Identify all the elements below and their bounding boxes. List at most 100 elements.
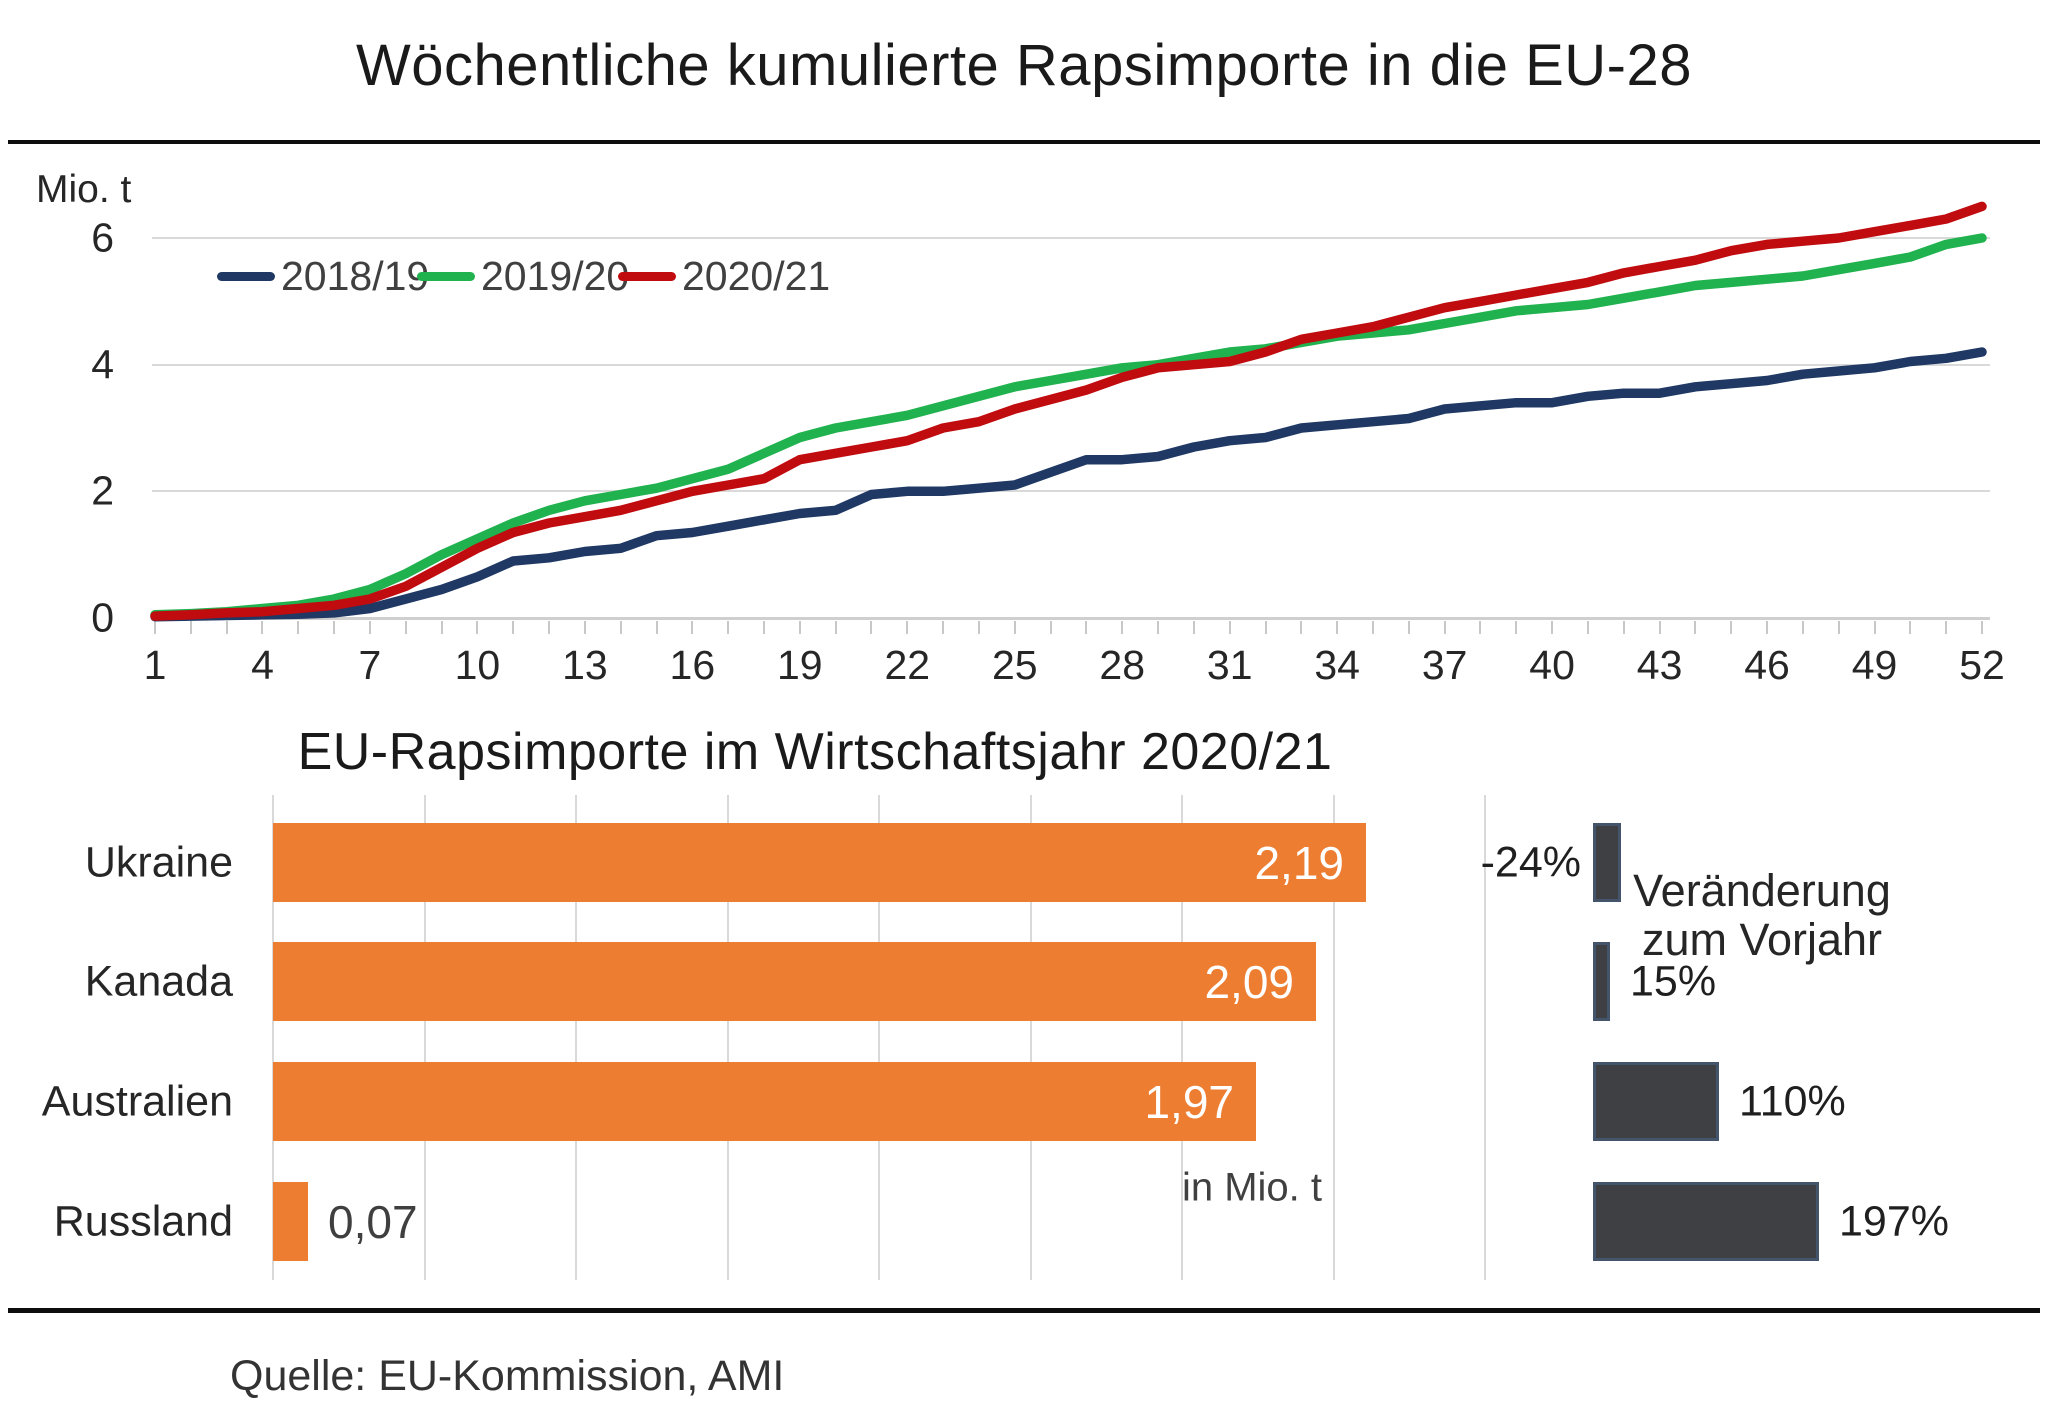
change-bar-australien [1593,1062,1719,1141]
x-tick-mark-week-10 [476,621,479,634]
gridline-x-2 [575,795,577,1280]
bottom-divider [8,1308,2040,1313]
change-bar-ukraine [1593,823,1621,902]
legend-swatch-2019-20 [417,271,475,281]
gridline-y-0 [152,617,1990,620]
x-tick-mark-week-35 [1372,621,1374,634]
gridline-x-7 [1332,795,1335,1280]
x-tick-mark-week-15 [655,621,658,634]
x-tick-mark-week-41 [1586,621,1589,634]
x-tick-mark-week-36 [1407,621,1410,634]
x-tick-label-28: 28 [1099,642,1146,688]
category-label-russland: Russland [53,1197,233,1245]
x-tick-label-4: 4 [251,642,274,688]
change-bar-russland [1593,1182,1819,1261]
gridline-x-6 [1181,795,1183,1280]
change-caption-line2: zum Vorjahr [1641,914,1883,965]
x-tick-mark-week-30 [1192,621,1195,634]
x-tick-label-10: 10 [454,642,501,688]
x-tick-mark-week-6 [333,621,336,634]
x-tick-mark-week-7 [368,621,371,634]
y-axis-unit-label: Mio. t [36,168,132,211]
x-tick-label-34: 34 [1314,642,1360,688]
x-tick-mark-week-17 [727,621,730,634]
category-label-kanada: Kanada [84,957,233,1005]
gridline-y-6 [152,237,1990,240]
import-value-ukraine: 2,19 [1254,836,1344,889]
category-label-ukraine: Ukraine [84,838,233,886]
top-divider [8,140,2040,144]
x-tick-mark-week-33 [1300,621,1303,634]
x-tick-mark-week-29 [1157,621,1160,634]
y-tick-label-6: 6 [91,214,114,261]
gridline-x-8 [1484,795,1486,1280]
x-tick-mark-week-51 [1945,621,1948,634]
x-tick-label-1: 1 [143,642,167,688]
x-tick-mark-week-34 [1336,621,1339,634]
x-tick-mark-week-47 [1801,621,1804,634]
x-tick-mark-week-22 [906,621,909,634]
x-tick-mark-week-20 [834,621,837,634]
page-title: Wöchentliche kumulierte Rapsimporte in d… [355,33,1693,98]
x-tick-mark-week-50 [1909,621,1912,634]
x-tick-mark-week-21 [870,621,873,634]
x-tick-mark-week-46 [1766,621,1769,634]
line-series-2018-19 [150,347,1987,622]
x-tick-mark-week-23 [942,621,945,634]
x-tick-mark-week-26 [1049,621,1052,634]
change-label-kanada: 15% [1630,957,1717,1005]
x-tick-mark-week-49 [1873,621,1876,634]
source-line: Quelle: EU-Kommission, AMI [230,1352,785,1400]
x-tick-mark-week-2 [189,621,192,634]
x-tick-mark-week-5 [297,621,300,634]
x-tick-label-19: 19 [777,642,823,688]
x-tick-mark-week-32 [1264,621,1267,634]
legend-label-2020-21: 2020/21 [682,252,831,299]
x-tick-mark-week-48 [1837,621,1840,634]
line-series-2019-20 [150,233,1987,620]
x-tick-mark-week-38 [1479,621,1482,634]
x-tick-label-52: 52 [1959,642,2005,688]
y-tick-label-0: 0 [91,594,114,641]
change-bar-kanada [1593,942,1610,1021]
line-series-2020-21 [150,201,1987,621]
x-tick-mark-week-42 [1622,621,1625,634]
x-tick-mark-week-13 [583,621,586,634]
gridline-x-5 [1029,795,1032,1280]
x-tick-mark-week-25 [1013,621,1016,634]
legend-item-2019-20: 2019/20 [417,253,629,299]
x-tick-label-43: 43 [1636,642,1683,688]
x-tick-mark-week-39 [1515,621,1518,634]
x-tick-mark-week-45 [1730,621,1733,634]
bar-chart-title: EU-Rapsimporte im Wirtschaftsjahr 2020/2… [297,723,1333,781]
x-tick-mark-week-16 [691,621,694,634]
x-tick-mark-week-37 [1443,621,1446,634]
x-tick-mark-week-11 [512,621,515,634]
x-tick-mark-week-1 [154,621,156,634]
x-tick-label-25: 25 [991,642,1038,688]
gridline-y-2 [152,490,1990,493]
gridline-x-3 [726,795,729,1280]
x-tick-label-37: 37 [1421,642,1468,688]
y-tick-label-2: 2 [91,467,114,514]
x-tick-mark-week-44 [1694,621,1697,634]
gridline-y-4 [152,363,1990,366]
bar-unit-annotation: in Mio. t [1181,1165,1322,1210]
import-value-russland: 0,07 [328,1195,418,1248]
x-tick-mark-week-8 [404,621,407,634]
gridline-x-1 [423,795,426,1280]
import-bar-russland [273,1182,308,1261]
x-tick-label-49: 49 [1851,642,1898,688]
x-tick-label-22: 22 [884,642,931,688]
x-tick-mark-week-27 [1085,621,1088,634]
x-tick-mark-week-9 [440,621,443,634]
x-tick-mark-week-31 [1228,621,1231,634]
x-tick-label-16: 16 [669,642,716,688]
x-tick-label-46: 46 [1744,642,1790,688]
x-tick-mark-week-19 [798,621,801,634]
import-bar-ukraine [273,823,1366,902]
change-label-australien: 110% [1739,1077,1846,1125]
import-value-australien: 1,97 [1144,1075,1234,1128]
change-caption-line1: Veränderung [1633,865,1891,916]
